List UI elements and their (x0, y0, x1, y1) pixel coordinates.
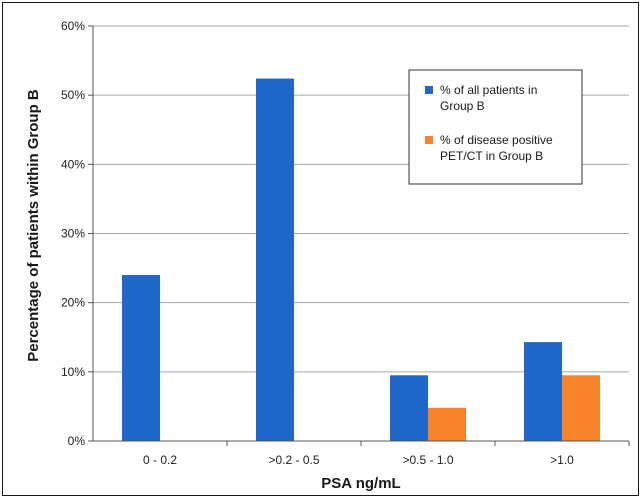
legend-label-1: Group B (440, 99, 485, 113)
y-axis-ticks: 0% 10% 20% 30% 40% 50% 60% (61, 19, 93, 448)
y-tick-label: 50% (61, 88, 85, 102)
legend-label-2: PET/CT in Group B (440, 149, 543, 163)
legend-label-2: % of disease positive (440, 133, 553, 147)
legend-swatch-1 (425, 86, 433, 94)
legend-label-1: % of all patients in (440, 83, 537, 97)
bar-series-1-1 (122, 275, 160, 441)
y-tick-label: 30% (61, 227, 85, 241)
bar-series-1-3 (390, 375, 428, 441)
x-tick-label: >1.0 (550, 453, 574, 467)
legend-box (408, 69, 583, 185)
bars (122, 78, 600, 442)
x-tick-label: >0.2 - 0.5 (268, 453, 319, 467)
y-axis-title: Percentage of patients within Group B (25, 89, 42, 362)
legend: % of all patients in Group B % of disease … (408, 69, 583, 185)
bar-series-2-3 (428, 407, 466, 441)
x-tick-label: 0 - 0.2 (143, 453, 177, 467)
bar-series-1-4 (524, 342, 562, 441)
y-tick-label: 40% (61, 157, 85, 171)
legend-swatch-2 (425, 136, 433, 144)
x-axis-title: PSA ng/mL (321, 475, 400, 492)
bar-series-1-2 (256, 78, 294, 442)
y-tick-label: 0% (68, 434, 86, 448)
bar-series-2-4 (562, 375, 600, 441)
x-tick-label: >0.5 - 1.0 (402, 453, 453, 467)
x-axis-ticks: 0 - 0.2 >0.2 - 0.5 >0.5 - 1.0 >1.0 (143, 441, 630, 467)
y-tick-label: 10% (61, 365, 85, 379)
y-tick-label: 60% (61, 19, 85, 33)
y-tick-label: 20% (61, 296, 85, 310)
